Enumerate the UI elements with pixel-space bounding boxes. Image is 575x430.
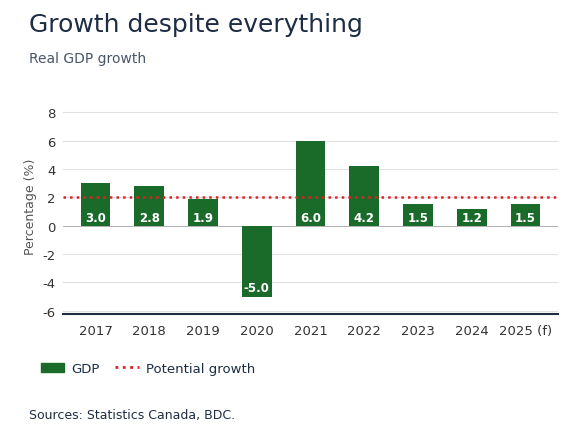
Bar xyxy=(350,167,379,226)
Text: 1.5: 1.5 xyxy=(515,212,536,224)
Text: 1.2: 1.2 xyxy=(461,212,482,224)
Text: 4.2: 4.2 xyxy=(354,212,375,224)
Bar xyxy=(457,209,486,226)
Text: -5.0: -5.0 xyxy=(244,281,270,294)
Bar xyxy=(403,205,433,226)
Bar xyxy=(296,141,325,226)
Legend: GDP, Potential growth: GDP, Potential growth xyxy=(35,357,260,381)
Bar xyxy=(81,184,110,226)
Text: 2.8: 2.8 xyxy=(139,212,160,224)
Bar xyxy=(188,200,218,226)
Text: 6.0: 6.0 xyxy=(300,212,321,224)
Bar xyxy=(511,205,540,226)
Bar xyxy=(242,226,271,297)
Text: 1.5: 1.5 xyxy=(408,212,428,224)
Text: 3.0: 3.0 xyxy=(85,212,106,224)
Bar xyxy=(135,187,164,226)
Text: Growth despite everything: Growth despite everything xyxy=(29,13,363,37)
Y-axis label: Percentage (%): Percentage (%) xyxy=(24,158,37,255)
Text: Real GDP growth: Real GDP growth xyxy=(29,52,146,65)
Text: 1.9: 1.9 xyxy=(193,212,213,224)
Text: Sources: Statistics Canada, BDC.: Sources: Statistics Canada, BDC. xyxy=(29,408,235,421)
